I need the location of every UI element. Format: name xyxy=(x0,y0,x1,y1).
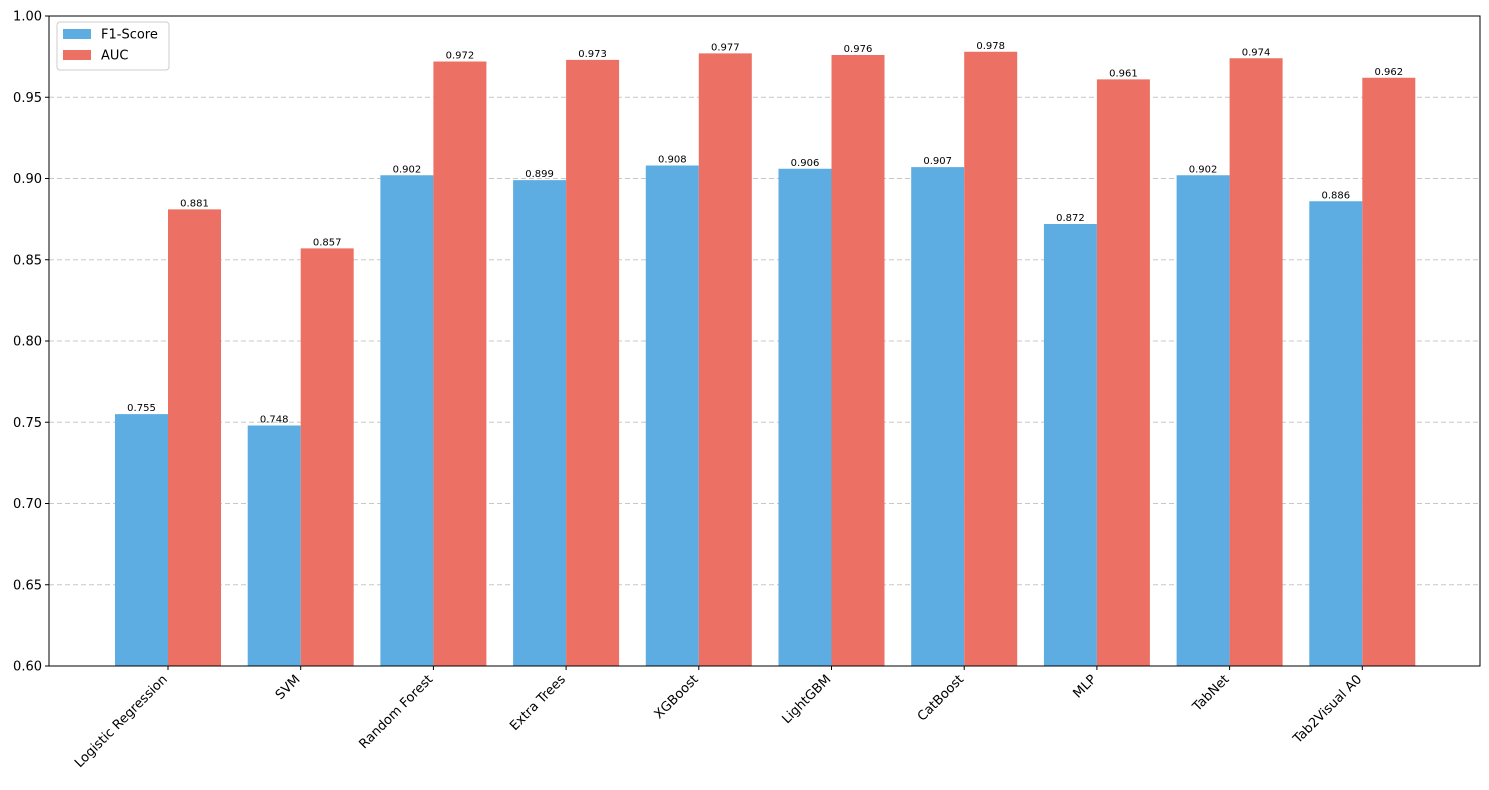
data-label: 0.972 xyxy=(446,51,475,62)
data-label: 0.977 xyxy=(711,42,740,53)
bar-f1-score-9 xyxy=(1176,175,1230,666)
bar-auc-4 xyxy=(566,59,620,666)
legend: F1-Score AUC xyxy=(56,21,170,71)
bar-f1-score-1 xyxy=(115,414,168,666)
x-tick-label: LightGBM xyxy=(779,672,834,727)
data-label: 0.962 xyxy=(1374,67,1403,78)
data-label: 0.973 xyxy=(578,49,607,60)
bar-auc-2 xyxy=(300,248,354,666)
bar-auc-8 xyxy=(1096,79,1150,666)
y-tick-label: 0.75 xyxy=(13,416,42,431)
bar-f1-score-5 xyxy=(645,165,699,666)
x-tick-label: SVM xyxy=(273,672,304,703)
y-tick-label: 0.90 xyxy=(13,172,42,187)
bar-auc-9 xyxy=(1229,58,1283,666)
legend-swatch xyxy=(63,29,91,39)
data-label: 0.899 xyxy=(525,169,554,180)
legend-label: F1-Score xyxy=(101,28,158,43)
bar-f1-score-8 xyxy=(1043,224,1097,666)
x-tick-label: XGBoost xyxy=(652,672,702,722)
y-tick-label: 0.70 xyxy=(13,497,42,512)
legend-swatch xyxy=(63,50,91,60)
data-label: 0.748 xyxy=(260,415,289,426)
data-label: 0.886 xyxy=(1321,190,1350,201)
bar-auc-7 xyxy=(964,51,1018,666)
bar-auc-5 xyxy=(698,53,752,666)
data-label: 0.872 xyxy=(1056,213,1085,224)
bar-f1-score-10 xyxy=(1309,201,1363,666)
bar-f1-score-4 xyxy=(513,180,567,666)
data-label: 0.908 xyxy=(658,155,687,166)
bar-auc-10 xyxy=(1362,77,1416,666)
x-tick-label: MLP xyxy=(1071,672,1100,701)
data-labels: 0.755 0.881 0.748 0.857 0.902 0.972 0.899 0.973… xyxy=(127,41,1403,426)
data-label: 0.881 xyxy=(180,198,209,209)
bars xyxy=(115,51,1416,666)
y-tick-label: 0.60 xyxy=(13,660,42,675)
data-label: 0.755 xyxy=(127,403,156,414)
data-label: 0.907 xyxy=(923,156,952,167)
data-label: 0.978 xyxy=(976,41,1005,52)
bar-auc-1 xyxy=(168,209,221,666)
y-tick-label: 1.00 xyxy=(13,10,42,25)
data-label: 0.857 xyxy=(313,237,342,248)
y-tick-label: 0.80 xyxy=(13,335,42,350)
data-label: 0.906 xyxy=(791,158,820,169)
data-label: 0.976 xyxy=(844,44,873,55)
legend-label: AUC xyxy=(101,49,129,64)
bar-auc-6 xyxy=(831,55,885,666)
y-tick-label: 0.95 xyxy=(13,91,42,106)
data-label: 0.974 xyxy=(1242,47,1271,58)
bar-f1-score-6 xyxy=(778,168,832,666)
x-tick-label: Tab2Visual A0 xyxy=(1290,672,1365,747)
y-tick-label: 0.65 xyxy=(13,578,42,593)
data-label: 0.902 xyxy=(1189,164,1218,175)
bar-auc-3 xyxy=(433,61,487,666)
data-label: 0.961 xyxy=(1109,68,1138,79)
x-tick-label: CatBoost xyxy=(915,672,967,724)
bar-f1-score-7 xyxy=(911,167,965,666)
x-tick-label: Extra Trees xyxy=(507,672,569,734)
y-tick-label: 0.85 xyxy=(13,253,42,268)
x-tick-label: Logistic Regression xyxy=(72,672,171,771)
x-tick-label: TabNet xyxy=(1189,672,1232,715)
bar-f1-score-3 xyxy=(380,175,434,666)
bar-f1-score-2 xyxy=(247,425,301,666)
x-tick-label: Random Forest xyxy=(356,672,436,752)
data-label: 0.902 xyxy=(393,164,422,175)
